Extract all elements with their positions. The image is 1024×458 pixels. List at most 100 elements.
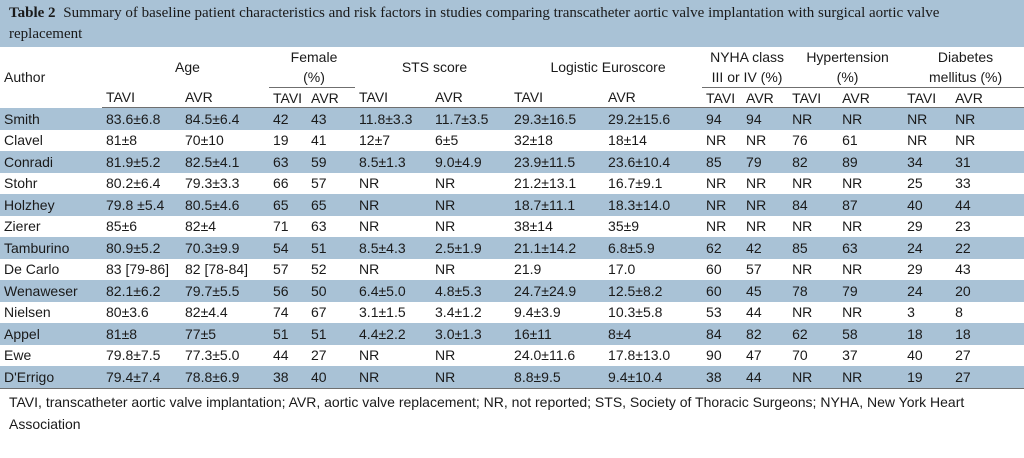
header-author: Author	[0, 47, 102, 108]
table-cell: NR	[431, 366, 511, 388]
table-cell: 90	[702, 344, 743, 366]
table-cell: 42	[269, 107, 308, 130]
table-cell: 9.4±3.9	[510, 301, 605, 323]
table-cell: 8.8±9.5	[510, 366, 605, 388]
table-cell: 52	[307, 258, 356, 280]
table-cell: 94	[702, 107, 743, 130]
table-row: Nielsen 80±3.6 82±4.4 74 67 3.1±1.5 3.4±1.2 9.4…	[0, 301, 1024, 323]
table-cell: 62	[702, 237, 743, 259]
table-cell: 63	[269, 151, 308, 173]
table-cell: 56	[269, 280, 308, 302]
table-cell: 4.4±2.2	[355, 323, 432, 345]
subheader-tavi: TAVI	[355, 87, 432, 108]
table-cell: NR	[431, 172, 511, 194]
table-cell: 59	[307, 151, 356, 173]
table-row: Conradi 81.9±5.2 82.5±4.1 63 59 8.5±1.3 9.0±4.…	[0, 151, 1024, 173]
table-cell: 24.7±24.9	[510, 280, 605, 302]
subheader-avr: AVR	[742, 87, 789, 108]
table-cell: 43	[951, 258, 1024, 280]
table-cell: NR	[355, 344, 432, 366]
table-cell: 23.9±11.5	[510, 151, 605, 173]
table-cell: NR	[355, 258, 432, 280]
header-diabetes: Diabetes mellitus (%)	[903, 47, 1024, 88]
table-cell: NR	[355, 366, 432, 388]
table-cell: NR	[788, 172, 839, 194]
table-cell: 57	[269, 258, 308, 280]
table-cell: 62	[788, 323, 839, 345]
table-cell: 57	[307, 172, 356, 194]
header-age: Age	[102, 47, 270, 88]
table-cell: 79.8±7.5	[102, 344, 181, 366]
table-cell: NR	[742, 194, 789, 216]
table-cell: NR	[838, 215, 904, 237]
table-cell: 84.5±6.4	[181, 107, 270, 130]
author-cell: Nielsen	[0, 301, 102, 323]
subheader-avr: AVR	[951, 87, 1024, 108]
table-row: Clavel 81±8 70±10 19 41 12±7 6±5 32±18 18±14 NR NR…	[0, 129, 1024, 151]
table-cell: 29.2±15.6	[604, 107, 703, 130]
table-cell: 12±7	[355, 129, 432, 151]
table-cell: NR	[742, 129, 789, 151]
author-cell: Stohr	[0, 172, 102, 194]
table-cell: 84	[788, 194, 839, 216]
table-cell: NR	[838, 301, 904, 323]
author-cell: Appel	[0, 323, 102, 345]
table-cell: 24	[903, 237, 952, 259]
table-row: Appel 81±8 77±5 51 51 4.4±2.2 3.0±1.3 16±11 8±4 8…	[0, 323, 1024, 345]
table-cell: NR	[702, 129, 743, 151]
table-cell: NR	[788, 258, 839, 280]
table-cell: 38±14	[510, 215, 605, 237]
table-row: Tamburino 80.9±5.2 70.3±9.9 54 51 8.5±4.3 2.5±…	[0, 237, 1024, 259]
table-cell: 16.7±9.1	[604, 172, 703, 194]
table-body: Smith 83.6±6.8 84.5±6.4 42 43 11.8±3.3 11.7±3.…	[0, 107, 1024, 388]
table-cell: NR	[355, 194, 432, 216]
table-cell: 79.7±5.5	[181, 280, 270, 302]
subheader-avr: AVR	[431, 87, 511, 108]
table-cell: 81±8	[102, 129, 181, 151]
subheader-avr: AVR	[838, 87, 904, 108]
table-cell: 42	[742, 237, 789, 259]
table-cell: NR	[431, 215, 511, 237]
table-row: Ewe 79.8±7.5 77.3±5.0 44 27 NR NR 24.0±11.6 17.8…	[0, 344, 1024, 366]
table-cell: 51	[269, 323, 308, 345]
table-cell: 70.3±9.9	[181, 237, 270, 259]
header-female: Female (%)	[269, 47, 356, 88]
table-row: Holzhey 79.8 ±5.4 80.5±4.6 65 65 NR NR 18.7±11.…	[0, 194, 1024, 216]
table-cell: NR	[788, 215, 839, 237]
table-cell: NR	[838, 172, 904, 194]
table-cell: 34	[903, 151, 952, 173]
table-cell: NR	[742, 215, 789, 237]
header-row-subcolumns: TAVI AVR TAVI AVR TAVI AVR TAVI AVR TAVI…	[0, 87, 1024, 108]
table-cell: 29	[903, 215, 952, 237]
table-cell: 24	[903, 280, 952, 302]
subheader-avr: AVR	[307, 87, 356, 108]
table-cell: 3.0±1.3	[431, 323, 511, 345]
table-cell: 8	[951, 301, 1024, 323]
author-cell: Holzhey	[0, 194, 102, 216]
table-caption: Table 2 Summary of baseline patient char…	[0, 0, 1024, 47]
table-cell: 11.7±3.5	[431, 107, 511, 130]
subheader-tavi: TAVI	[510, 87, 605, 108]
table-cell: 12.5±8.2	[604, 280, 703, 302]
table-cell: 21.1±14.2	[510, 237, 605, 259]
author-cell: Clavel	[0, 129, 102, 151]
table-cell: 19	[903, 366, 952, 388]
table-cell: 82±4	[181, 215, 270, 237]
table-cell: 27	[951, 344, 1024, 366]
header-row-groups: Author Age Female (%) STS score Logistic …	[0, 47, 1024, 108]
table-cell: 83.6±6.8	[102, 107, 181, 130]
subheader-tavi: TAVI	[102, 87, 181, 108]
table-cell: 16±11	[510, 323, 605, 345]
table-cell: 18.7±11.1	[510, 194, 605, 216]
author-cell: Ewe	[0, 344, 102, 366]
table-cell: 8.5±4.3	[355, 237, 432, 259]
table-row: De Carlo 83 [79-86] 82 [78-84] 57 52 NR NR 21.9…	[0, 258, 1024, 280]
table-row: Wenaweser 82.1±6.2 79.7±5.5 56 50 6.4±5.0 4.8±…	[0, 280, 1024, 302]
table-cell: 9.4±10.4	[604, 366, 703, 388]
table-cell: 80.5±4.6	[181, 194, 270, 216]
table-cell: 44	[269, 344, 308, 366]
table-cell: 78.8±6.9	[181, 366, 270, 388]
table-cell: 44	[951, 194, 1024, 216]
table-cell: 6.8±5.9	[604, 237, 703, 259]
table-cell: 23	[951, 215, 1024, 237]
